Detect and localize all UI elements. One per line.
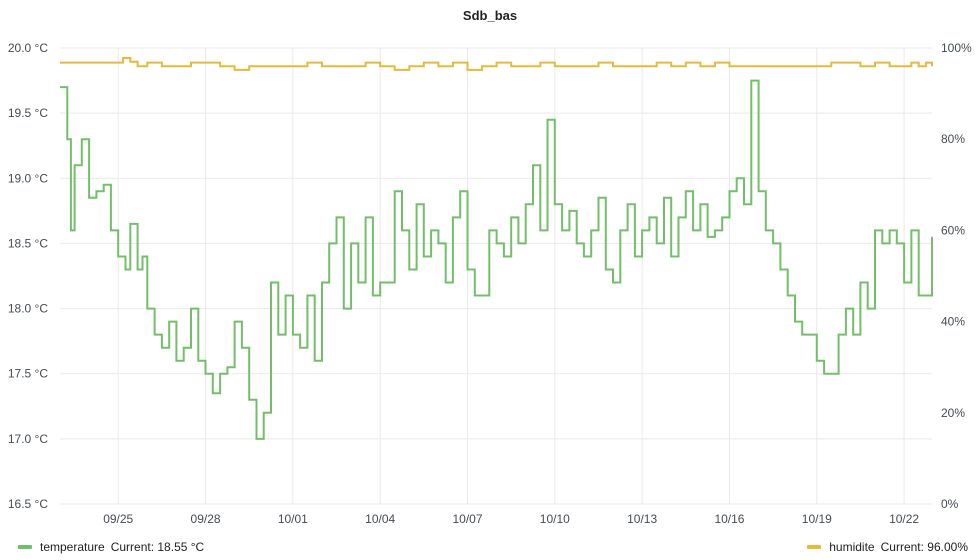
series-line-temperature: [60, 79, 933, 440]
series-line-humidite: [60, 57, 933, 71]
y-right-tick-label: 60%: [941, 223, 965, 237]
y-right-tick-label: 80%: [941, 132, 965, 146]
x-tick-label: 09/28: [191, 512, 221, 526]
y-right-tick-label: 40%: [941, 315, 965, 329]
x-tick-label: 10/07: [452, 512, 482, 526]
y-right-tick-label: 20%: [941, 406, 965, 420]
y-right-tick-label: 100%: [941, 41, 972, 55]
y-left-tick-label: 19.5 °C: [8, 106, 48, 120]
x-tick-label: 10/10: [540, 512, 570, 526]
legend-humidite[interactable]: humidite Current: 96.00%: [807, 540, 968, 554]
y-left-tick-label: 19.0 °C: [8, 171, 48, 185]
x-tick-label: 10/19: [802, 512, 832, 526]
legend-temperature[interactable]: temperature Current: 18.55 °C: [18, 540, 204, 554]
x-tick-label: 10/04: [365, 512, 395, 526]
legend-label-humidite: humidite: [829, 540, 875, 554]
y-left-tick-label: 18.0 °C: [8, 302, 48, 316]
y-left-tick-label: 20.0 °C: [8, 41, 48, 55]
legend-label-temperature: temperature: [40, 540, 105, 554]
legend-swatch-temperature: [18, 545, 32, 549]
y-left-tick-label: 17.5 °C: [8, 367, 48, 381]
legend-current-temperature: Current: 18.55 °C: [110, 540, 205, 554]
x-tick-label: 10/13: [627, 512, 657, 526]
chart-title: Sdb_bas: [462, 8, 518, 23]
legend-current-humidite: Current: 96.00%: [880, 540, 968, 554]
y-left-tick-label: 18.5 °C: [8, 236, 48, 250]
x-tick-label: 10/01: [278, 512, 308, 526]
x-tick-label: 09/25: [103, 512, 133, 526]
y-left-tick-label: 16.5 °C: [8, 497, 48, 511]
x-tick-label: 10/16: [714, 512, 744, 526]
y-left-tick-label: 17.0 °C: [8, 432, 48, 446]
x-tick-label: 10/22: [889, 512, 919, 526]
y-right-tick-label: 0%: [941, 497, 959, 511]
legend-swatch-humidite: [807, 545, 822, 549]
